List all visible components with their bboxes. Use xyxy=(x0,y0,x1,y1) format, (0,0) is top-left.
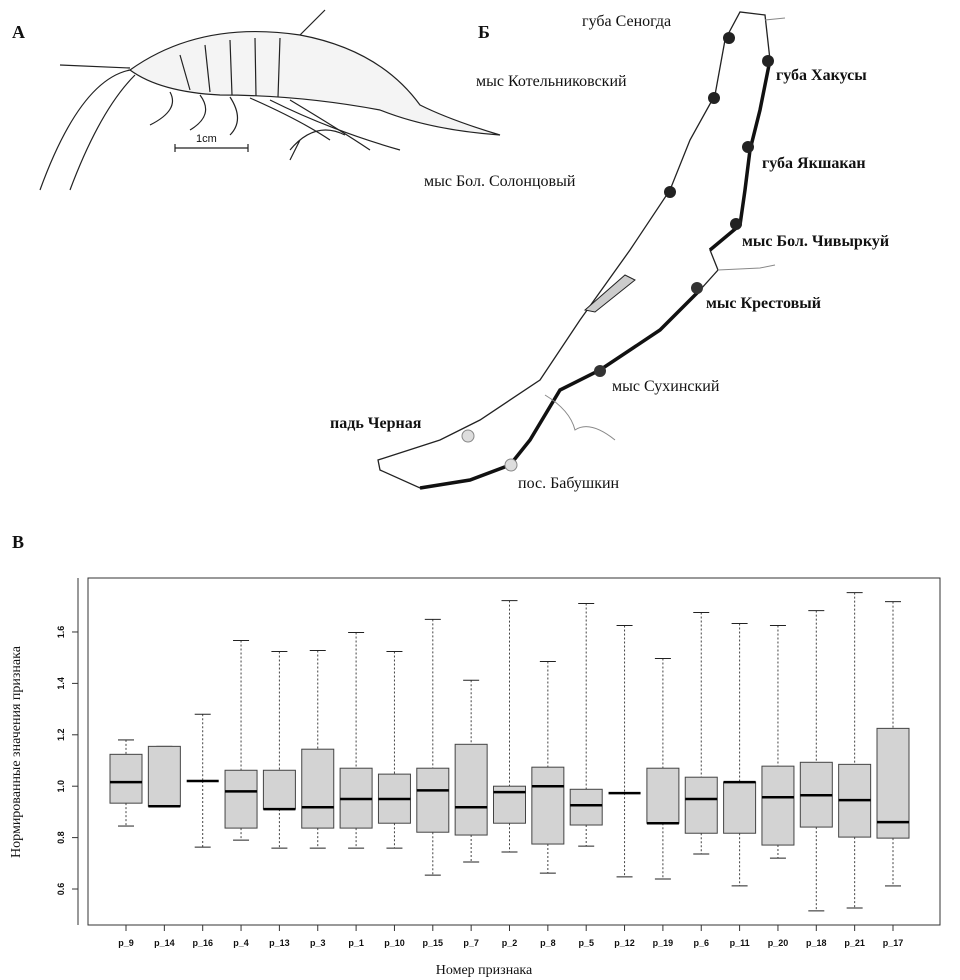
x-tick-label: p_2 xyxy=(502,938,518,948)
box xyxy=(417,768,449,832)
x-tick-label: p_21 xyxy=(844,938,865,948)
x-tick-label: p_1 xyxy=(348,938,364,948)
box xyxy=(532,767,564,844)
x-tick-label: p_20 xyxy=(768,938,789,948)
map-label: мыс Бол. Солонцовый xyxy=(424,173,576,190)
x-tick-label: p_15 xyxy=(423,938,444,948)
panel-label: А xyxy=(12,22,25,42)
map-label: губа Сеногда xyxy=(582,13,671,30)
box xyxy=(762,766,794,845)
y-tick-label: 0.8 xyxy=(56,831,66,844)
panel-label: Б xyxy=(478,22,490,42)
map-label: падь Черная xyxy=(330,415,422,432)
y-tick-label: 1.6 xyxy=(56,626,66,639)
x-tick-label: p_16 xyxy=(192,938,213,948)
x-axis-title: Номер признака xyxy=(436,963,533,978)
shrimp-drawing xyxy=(40,10,500,190)
x-tick-label: p_6 xyxy=(693,938,709,948)
x-tick-label: p_14 xyxy=(154,938,175,948)
y-tick-label: 1.0 xyxy=(56,780,66,793)
map-label: мыс Крестовый xyxy=(706,295,821,312)
x-tick-label: p_3 xyxy=(310,938,326,948)
box xyxy=(148,746,180,806)
x-tick-label: p_17 xyxy=(883,938,904,948)
box xyxy=(724,782,756,833)
y-axis-title: Нормированные значения признака xyxy=(9,645,24,858)
x-tick-label: p_18 xyxy=(806,938,827,948)
x-tick-label: p_11 xyxy=(730,938,750,948)
box xyxy=(302,749,334,828)
x-tick-label: p_4 xyxy=(233,938,249,948)
map-label: губа Хакусы xyxy=(776,67,867,84)
x-tick-label: p_19 xyxy=(653,938,674,948)
x-tick-label: p_10 xyxy=(384,938,405,948)
x-tick-label: p_7 xyxy=(463,938,479,948)
map-label: пос. Бабушкин xyxy=(518,475,620,492)
map-label: мыс Котельниковский xyxy=(476,73,627,90)
y-tick-label: 1.2 xyxy=(56,729,66,742)
box xyxy=(225,770,257,828)
x-tick-label: p_13 xyxy=(269,938,290,948)
box xyxy=(647,768,679,823)
x-tick-label: p_9 xyxy=(118,938,134,948)
figure: А 1cm Б губа Сеногда мыс Котельниковский… xyxy=(0,0,960,980)
box xyxy=(455,744,487,835)
panel-label: В xyxy=(12,532,24,552)
map-label: мыс Бол. Чивыркуй xyxy=(742,233,889,250)
y-tick-label: 0.6 xyxy=(56,883,66,896)
box xyxy=(263,770,295,809)
y-tick-label: 1.4 xyxy=(56,677,66,690)
map-label: губа Якшакан xyxy=(762,155,866,172)
plot-frame xyxy=(88,578,940,925)
box xyxy=(110,754,142,803)
scale-label: 1cm xyxy=(196,133,217,145)
x-tick-label: p_8 xyxy=(540,938,556,948)
box xyxy=(685,777,717,833)
x-tick-label: p_5 xyxy=(578,938,594,948)
x-tick-label: p_12 xyxy=(614,938,635,948)
map-label: мыс Сухинский xyxy=(612,378,720,395)
box xyxy=(570,789,602,825)
